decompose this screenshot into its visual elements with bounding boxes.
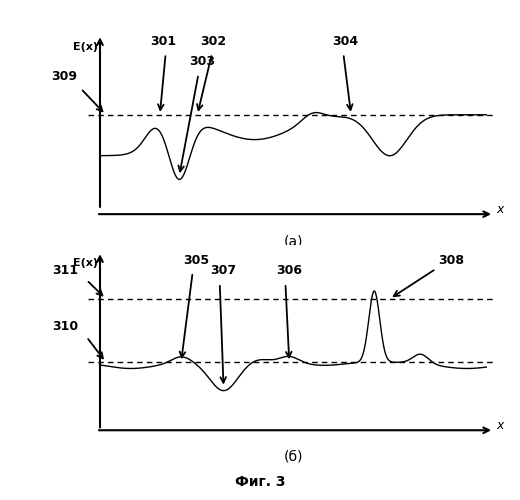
Text: (a): (a) [283, 234, 303, 248]
Text: 303: 303 [189, 55, 215, 68]
Text: 307: 307 [210, 264, 236, 276]
Text: 305: 305 [184, 254, 210, 267]
Text: 311: 311 [53, 264, 79, 276]
Text: 308: 308 [438, 254, 464, 267]
Text: E(x): E(x) [73, 42, 98, 51]
Text: 304: 304 [332, 34, 358, 48]
Text: 309: 309 [51, 70, 77, 82]
Text: (б): (б) [283, 449, 303, 463]
Text: x: x [496, 419, 503, 432]
Text: E(x): E(x) [73, 258, 98, 268]
Text: x: x [496, 204, 503, 216]
Text: 306: 306 [276, 264, 302, 276]
Text: Фиг. 3: Фиг. 3 [235, 475, 285, 489]
Text: 302: 302 [200, 34, 226, 48]
Text: 301: 301 [151, 34, 177, 48]
Text: 310: 310 [53, 320, 79, 334]
